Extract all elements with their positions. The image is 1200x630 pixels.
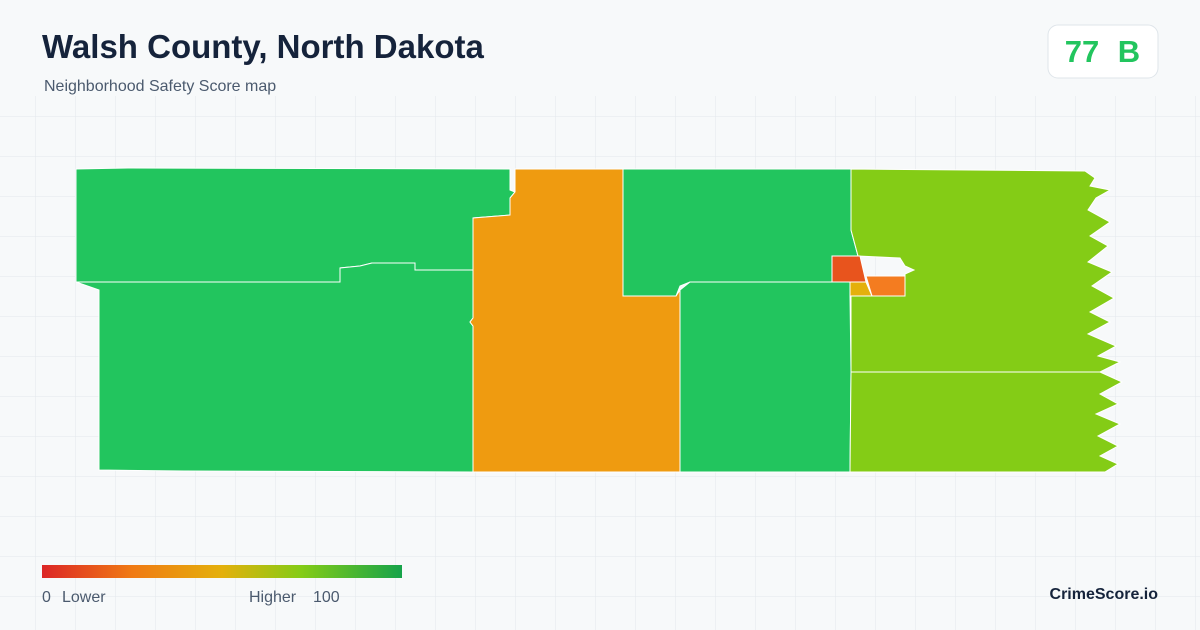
map (75, 167, 1124, 473)
region (850, 168, 1122, 373)
region (865, 275, 906, 297)
legend-max-label: Higher (249, 589, 297, 606)
region (831, 255, 867, 283)
region (849, 281, 873, 297)
score-badge (1047, 24, 1159, 79)
legend-min: 0 (42, 589, 51, 606)
region (75, 167, 516, 283)
region (75, 262, 474, 473)
region (622, 168, 859, 297)
region (679, 281, 852, 473)
region (849, 371, 1124, 473)
legend-max: 100 (313, 589, 340, 606)
score-value: 77 (1065, 34, 1099, 69)
legend-min-label: Lower (62, 589, 106, 606)
title: Walsh County, North Dakota (42, 28, 484, 65)
legend-bar (42, 565, 402, 578)
score-grade: B (1118, 34, 1140, 69)
brand: CrimeScore.io (1050, 586, 1159, 603)
subtitle: Neighborhood Safety Score map (44, 78, 276, 95)
